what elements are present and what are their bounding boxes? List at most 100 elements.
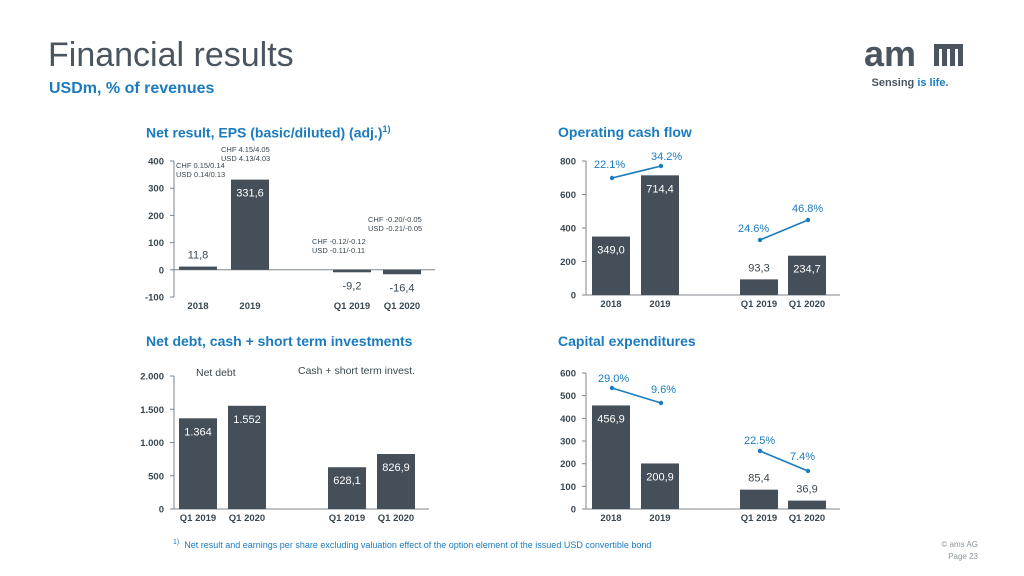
group-label: Net debt bbox=[196, 367, 236, 379]
y-tick-label: 0 bbox=[571, 505, 576, 516]
chart-1: 0 200 400 600 800 2018 2019 Q1 2019 Q1 2020 349,0… bbox=[560, 151, 840, 310]
percent-point bbox=[805, 468, 811, 474]
x-tick-label: Q1 2020 bbox=[789, 513, 825, 524]
eps-annotation: CHF 0.15/0.14 bbox=[176, 161, 225, 170]
eps-annotation: USD 4.13/4.03 bbox=[221, 154, 270, 163]
y-tick-label: 200 bbox=[560, 459, 576, 470]
percent-trend-line bbox=[611, 165, 662, 179]
bar bbox=[179, 418, 217, 509]
footnote: 1) Net result and earnings per share exc… bbox=[173, 539, 652, 550]
chart-0: -100 0 100 200 300 400 2018 2019 Q1 2019 Q1 2020 1… bbox=[145, 145, 435, 312]
x-tick-label: Q1 2019 bbox=[334, 301, 370, 312]
bar bbox=[740, 279, 778, 295]
y-tick-label: 400 bbox=[560, 414, 576, 425]
y-tick-label: 2.000 bbox=[140, 372, 164, 383]
percent-label: 46.8% bbox=[792, 203, 823, 215]
x-tick-label: 2019 bbox=[239, 301, 260, 312]
bar bbox=[328, 467, 366, 509]
logo-tagline-b: is life. bbox=[917, 77, 948, 89]
y-tick-label: 400 bbox=[560, 224, 576, 235]
percent-point bbox=[658, 400, 664, 406]
percent-label: 22.1% bbox=[594, 159, 625, 171]
bar bbox=[333, 269, 371, 273]
x-tick-label: Q1 2019 bbox=[180, 513, 216, 524]
eps-annotation: USD -0.21/-0.05 bbox=[368, 224, 422, 233]
percent-label: 22.5% bbox=[744, 435, 775, 447]
eps-annotation: CHF -0.20/-0.05 bbox=[368, 215, 422, 224]
percent-trend-line bbox=[759, 219, 809, 241]
value-label: -16,4 bbox=[389, 282, 414, 294]
page-number: Page 23 bbox=[948, 552, 978, 561]
value-label: 331,6 bbox=[236, 188, 264, 200]
x-tick-label: Q1 2020 bbox=[378, 513, 414, 524]
logo-wordmark: am bbox=[864, 36, 916, 74]
bar bbox=[592, 236, 630, 295]
percent-point bbox=[805, 217, 811, 223]
y-tick-label: 200 bbox=[148, 211, 164, 222]
value-label: 234,7 bbox=[793, 264, 821, 276]
group-label: Cash + short term invest. bbox=[298, 365, 415, 377]
y-tick-label: 300 bbox=[560, 437, 576, 448]
x-tick-label: Q1 2019 bbox=[741, 513, 777, 524]
value-label: 93,3 bbox=[748, 262, 769, 274]
eps-annotation: CHF 4.15/4.05 bbox=[221, 145, 270, 154]
x-tick-label: Q1 2019 bbox=[741, 299, 777, 310]
percent-point bbox=[757, 448, 763, 454]
eps-annotation: USD 0.14/0.13 bbox=[176, 170, 225, 179]
ams-logo: am Sensing is life. bbox=[864, 36, 963, 89]
value-label: 36,9 bbox=[796, 484, 817, 496]
x-tick-label: 2019 bbox=[649, 513, 670, 524]
percent-label: 34.2% bbox=[651, 151, 682, 163]
y-tick-label: 100 bbox=[148, 238, 164, 249]
eps-annotation: CHF -0.12/-0.12 bbox=[312, 237, 366, 246]
y-tick-label: 500 bbox=[148, 471, 164, 482]
y-tick-label: -100 bbox=[145, 293, 164, 304]
percent-label: 9.6% bbox=[651, 384, 676, 396]
value-label: 1.364 bbox=[184, 426, 212, 438]
value-label: 349,0 bbox=[597, 245, 625, 257]
y-tick-label: 0 bbox=[571, 291, 576, 302]
bar bbox=[377, 454, 415, 509]
chart-title-capex: Capital expenditures bbox=[558, 333, 696, 349]
y-tick-label: 800 bbox=[560, 157, 576, 168]
chart-title-operating-cash-flow: Operating cash flow bbox=[558, 124, 692, 140]
bar bbox=[231, 179, 269, 270]
bar bbox=[788, 500, 826, 509]
y-tick-label: 500 bbox=[560, 391, 576, 402]
x-tick-label: Q1 2020 bbox=[229, 513, 265, 524]
y-tick-label: 1.500 bbox=[140, 405, 164, 416]
percent-label: 7.4% bbox=[790, 451, 815, 463]
value-label: -9,2 bbox=[343, 280, 362, 292]
percent-point bbox=[658, 163, 664, 169]
bar bbox=[592, 405, 630, 509]
bar bbox=[740, 489, 778, 509]
bar bbox=[641, 463, 679, 509]
page-title: Financial results bbox=[48, 36, 294, 74]
bar bbox=[383, 269, 421, 275]
bar bbox=[228, 405, 266, 509]
x-tick-label: Q1 2020 bbox=[384, 301, 420, 312]
percent-label: 29.0% bbox=[598, 373, 629, 385]
x-tick-label: Q1 2019 bbox=[329, 513, 365, 524]
value-label: 826,9 bbox=[382, 462, 410, 474]
y-tick-label: 1.000 bbox=[140, 438, 164, 449]
value-label: 628,1 bbox=[333, 475, 361, 487]
x-tick-label: 2018 bbox=[600, 299, 621, 310]
chart-2: 0 500 1.000 1.500 2.000 Q1 2019 Q1 2020 Q1 2019… bbox=[140, 365, 429, 524]
percent-point bbox=[757, 237, 763, 243]
percent-point bbox=[609, 385, 615, 391]
x-tick-label: 2018 bbox=[187, 301, 208, 312]
copyright: © ams AG Page 23 bbox=[941, 539, 978, 563]
value-label: 456,9 bbox=[597, 413, 625, 425]
value-label: 714,4 bbox=[646, 183, 674, 195]
y-tick-label: 400 bbox=[148, 157, 164, 168]
chart-title-net-result: Net result, EPS (basic/diluted) (adj.)1) bbox=[146, 124, 391, 141]
svg-text:Sensing is life.: Sensing is life. bbox=[871, 77, 948, 89]
percent-point bbox=[609, 175, 615, 181]
logo-tagline-a: Sensing bbox=[871, 77, 917, 89]
y-tick-label: 300 bbox=[148, 184, 164, 195]
y-tick-label: 0 bbox=[159, 505, 164, 516]
bar bbox=[788, 255, 826, 295]
logo-mark bbox=[934, 44, 963, 66]
